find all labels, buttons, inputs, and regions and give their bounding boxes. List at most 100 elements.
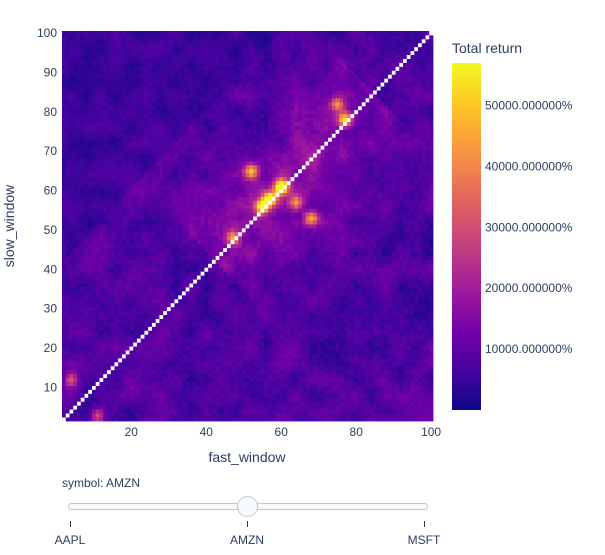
heatmap-cell xyxy=(245,369,250,375)
heatmap-cell xyxy=(144,31,149,36)
heatmap-cell xyxy=(219,271,224,276)
heatmap-cell xyxy=(88,97,93,103)
heatmap-cell xyxy=(88,90,93,95)
heatmap-cell xyxy=(196,188,202,193)
heatmap-cell xyxy=(181,369,187,375)
heatmap-cell xyxy=(189,385,194,390)
heatmap-cell xyxy=(193,259,198,264)
heatmap-cell xyxy=(91,149,97,154)
heatmap-cell xyxy=(62,105,67,111)
heatmap-cell xyxy=(133,90,138,95)
heatmap-cell xyxy=(155,137,160,142)
heatmap-cell xyxy=(223,231,228,237)
heatmap-cell xyxy=(95,263,100,268)
heatmap-cell xyxy=(178,346,183,351)
heatmap-cell xyxy=(196,330,202,335)
heatmap-cell xyxy=(200,184,205,189)
heatmap-cell xyxy=(245,298,250,304)
heatmap-cell xyxy=(185,188,190,193)
heatmap-cell xyxy=(106,204,112,209)
heatmap-cell xyxy=(189,298,194,304)
heatmap-cell xyxy=(110,255,115,260)
heatmap-cell xyxy=(211,235,217,241)
heatmap-cell xyxy=(148,161,153,166)
heatmap-cell xyxy=(125,298,130,304)
heatmap-cell xyxy=(208,145,213,150)
heatmap-cell xyxy=(62,263,67,268)
heatmap-cell xyxy=(219,334,224,339)
heatmap-cell xyxy=(133,385,138,390)
heatmap-cell xyxy=(189,70,194,75)
heatmap-cell xyxy=(211,283,217,288)
heatmap-cell xyxy=(238,334,243,339)
heatmap-cell xyxy=(230,86,235,91)
heatmap-cell xyxy=(163,216,168,221)
heatmap-cell xyxy=(148,54,153,59)
heatmap-cell xyxy=(204,338,209,343)
heatmap-cell xyxy=(226,208,232,213)
heatmap-cell xyxy=(84,172,89,178)
heatmap-cell xyxy=(91,176,97,182)
heatmap-cell xyxy=(125,58,130,63)
heatmap-cell xyxy=(62,275,67,280)
heatmap-cell xyxy=(91,259,97,264)
heatmap-cell xyxy=(200,141,205,146)
heatmap-cell xyxy=(133,224,138,229)
heatmap-cell xyxy=(215,188,220,193)
heatmap-cell xyxy=(73,294,78,300)
heatmap-cell xyxy=(151,121,157,126)
heatmap-cell xyxy=(196,322,202,327)
heatmap-cell xyxy=(73,216,78,221)
heatmap-cell xyxy=(91,342,97,347)
heatmap-cell xyxy=(151,78,157,83)
heatmap-cell xyxy=(241,94,247,99)
heatmap-cell xyxy=(80,357,85,363)
heatmap-cell xyxy=(241,46,247,52)
heatmap-cell xyxy=(178,413,183,418)
heatmap-cell xyxy=(103,188,108,193)
heatmap-cell xyxy=(136,34,142,40)
heatmap-cell xyxy=(62,298,67,304)
heatmap-cell xyxy=(121,172,127,178)
heatmap-cell xyxy=(69,86,74,91)
heatmap-cell xyxy=(204,361,209,367)
heatmap-cell xyxy=(84,330,89,335)
heatmap-cell xyxy=(95,294,100,300)
heatmap-cell xyxy=(151,259,157,264)
heatmap-cell xyxy=(65,357,70,363)
heatmap-cell xyxy=(114,161,119,166)
heatmap-cell xyxy=(204,46,209,52)
heatmap-cell xyxy=(125,255,130,260)
heatmap-cell xyxy=(65,204,70,209)
heatmap-cell xyxy=(166,82,172,87)
heatmap-cell xyxy=(99,361,104,367)
heatmap-cell xyxy=(181,34,187,40)
heatmap-cell xyxy=(73,113,78,119)
heatmap-cell xyxy=(118,377,123,383)
heatmap-cell xyxy=(62,393,67,398)
heatmap-cell xyxy=(215,204,220,209)
heatmap-cell xyxy=(144,54,149,59)
heatmap-cell xyxy=(151,180,157,186)
heatmap-cell xyxy=(159,361,164,367)
heatmap-cell xyxy=(159,389,164,394)
heatmap-cell xyxy=(62,145,67,150)
heatmap-cell xyxy=(62,369,67,375)
heatmap-cell xyxy=(91,86,97,91)
heatmap-cell xyxy=(159,109,164,115)
heatmap-cell xyxy=(200,267,205,272)
heatmap-cell xyxy=(204,50,209,56)
heatmap-cell xyxy=(151,397,157,402)
heatmap-cell xyxy=(151,357,157,363)
heatmap-cell xyxy=(106,417,112,422)
heatmap-cell xyxy=(125,200,130,205)
heatmap-cell xyxy=(219,180,224,186)
heatmap-cell xyxy=(121,227,127,233)
heatmap-cell xyxy=(133,38,138,44)
heatmap-cell xyxy=(121,70,127,75)
heatmap-cell xyxy=(121,224,127,229)
heatmap-cell xyxy=(118,164,123,170)
heatmap-cell xyxy=(91,275,97,280)
heatmap-cell xyxy=(65,94,70,99)
heatmap-cell xyxy=(125,94,130,99)
